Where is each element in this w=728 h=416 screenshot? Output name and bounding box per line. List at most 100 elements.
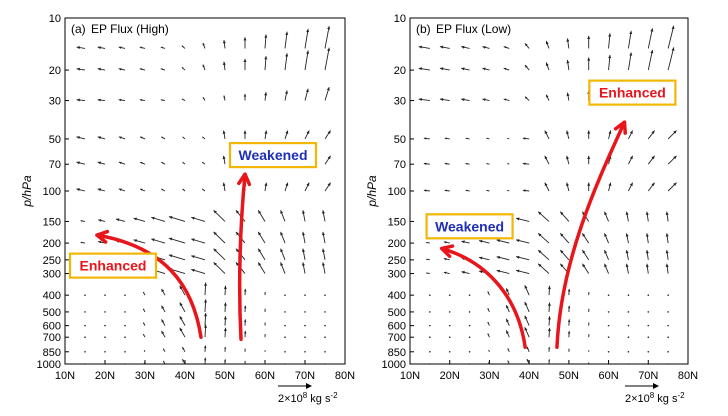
flux-vector	[607, 350, 610, 353]
highlight-arrow	[555, 120, 627, 349]
flux-vector-head	[482, 98, 486, 102]
flux-vector-head	[418, 45, 423, 49]
annotation-box	[228, 141, 318, 169]
flux-vector	[667, 336, 669, 339]
flux-vector-head	[191, 238, 195, 242]
flux-vector-head	[548, 359, 551, 362]
flux-vector-head	[479, 256, 483, 260]
flux-vector-head	[482, 45, 486, 49]
flux-vector-head	[524, 301, 528, 306]
flux-vector-head	[479, 239, 483, 243]
flux-vector	[324, 336, 326, 339]
flux-vector-head	[566, 130, 569, 134]
flux-vector-head	[306, 182, 310, 187]
flux-vector-head	[568, 360, 570, 363]
flux-vector-head	[143, 334, 145, 336]
flux-vector-head	[524, 285, 528, 289]
flux-vector-head	[418, 97, 422, 101]
y-tick-label: 100	[43, 186, 61, 198]
flux-vector-head	[608, 54, 612, 59]
flux-vector-head	[629, 155, 633, 160]
panel-b: 10N 20N 30N 40N 50N 60N 70N 80N 10 20 30 50 70 100 150…	[365, 13, 698, 405]
flux-vector-head	[191, 268, 195, 272]
flux-vector-head	[202, 136, 204, 139]
flux-vector-head	[204, 299, 208, 303]
flux-vector-head	[327, 47, 331, 52]
flux-vector-head	[280, 262, 284, 266]
flux-vector-head	[161, 305, 165, 309]
flux-vector-head	[604, 233, 608, 237]
x-tick-label: 20N	[440, 370, 460, 382]
flux-vector-head	[243, 58, 247, 63]
flux-vector-head	[306, 28, 310, 33]
annotation-label: Enhanced	[80, 258, 147, 274]
flux-vector-head	[97, 136, 102, 140]
flux-vector-head	[163, 348, 165, 351]
flux-vector	[647, 28, 653, 49]
flux-vector	[104, 363, 106, 365]
flux-vector-head	[538, 250, 542, 254]
flux-vector-head	[524, 65, 528, 68]
flux-vector-head	[161, 162, 164, 164]
annotation-box	[68, 252, 158, 279]
flux-vector-head	[258, 262, 262, 266]
y-tick-label: 70	[394, 159, 406, 171]
flux-vector-head	[264, 334, 266, 336]
y-tick-label: 150	[43, 216, 61, 228]
flux-vector-head	[118, 136, 122, 139]
flux-vector-head	[118, 188, 122, 191]
flux-vector-head	[482, 67, 486, 71]
y-tick-label: 30	[394, 96, 406, 108]
flux-vector-head	[80, 241, 83, 244]
flux-vector-head	[202, 162, 204, 164]
annotation-label: Enhanced	[599, 85, 666, 101]
flux-vector-head	[503, 98, 507, 101]
flux-vector-head	[516, 217, 520, 221]
flux-vector-head	[625, 233, 629, 237]
flux-vector-head	[547, 327, 551, 332]
flux-vector-head	[222, 155, 226, 160]
flux-vector-head	[418, 67, 423, 71]
y-tick-label: 300	[388, 269, 406, 281]
flux-vector-head	[522, 162, 526, 166]
flux-vector-head	[264, 322, 266, 324]
flux-vector-head	[182, 162, 184, 164]
flux-vector	[448, 311, 451, 313]
flux-vector-head	[538, 233, 542, 237]
flux-vector-head	[665, 263, 669, 268]
x-tick-label: 70N	[295, 370, 315, 382]
flux-vector-head	[243, 305, 247, 309]
reference-vector-head	[306, 383, 312, 389]
flux-vector-head	[461, 45, 465, 49]
flux-vector	[667, 363, 669, 365]
panel-a: 10N 20N 30N 40N 50N 60N 70N 80N 10 20 30 50 70 100 150…	[20, 13, 355, 405]
flux-vector	[284, 363, 286, 365]
flux-vector-head	[223, 302, 227, 306]
flux-vector-head	[582, 250, 586, 254]
flux-vector-head	[204, 313, 208, 317]
flux-vector-head	[133, 239, 138, 243]
flux-vector	[607, 336, 610, 339]
flux-vector	[284, 336, 286, 339]
flux-vector-head	[507, 348, 510, 351]
flux-vector-head	[479, 270, 483, 274]
flux-vector	[304, 311, 306, 313]
flux-vector	[84, 350, 86, 353]
flux-vector-head	[118, 46, 122, 49]
flux-vector-head	[321, 210, 325, 214]
flux-vector-head	[522, 189, 526, 192]
y-axis-label: p/hPa	[20, 175, 34, 208]
flux-vector-head	[305, 88, 309, 93]
flux-vector-head	[582, 263, 586, 268]
flux-vector-head	[213, 231, 217, 236]
flux-vector	[667, 350, 669, 353]
y-tick-label: 600	[388, 321, 406, 333]
flux-vector-head	[264, 350, 266, 351]
flux-vector-head	[496, 269, 501, 273]
flux-vector-head	[507, 138, 509, 139]
flux-vector-head	[222, 182, 226, 186]
flux-vector	[468, 294, 471, 296]
highlight-arrow-head	[613, 120, 627, 135]
flux-vector-head	[306, 130, 310, 135]
